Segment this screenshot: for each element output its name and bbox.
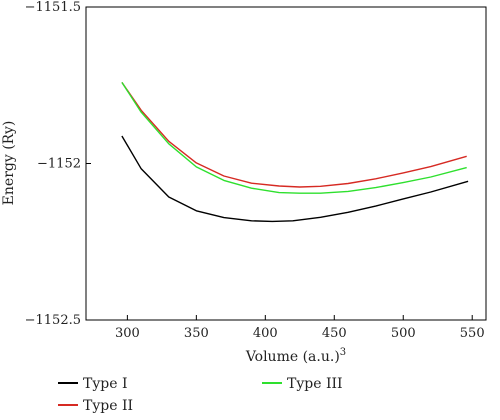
legend-item-type-i: Type I <box>58 376 127 392</box>
x-tick-label: 300 <box>115 326 140 341</box>
legend: Type I Type II Type III <box>58 376 343 414</box>
y-tick-label: −1152.5 <box>25 313 81 328</box>
x-tick-label: 500 <box>391 326 416 341</box>
legend-label: Type II <box>83 398 133 414</box>
series-line-type-iii <box>121 82 467 194</box>
x-tick-label: 550 <box>460 326 485 341</box>
x-axis-title: Volume (a.u.)3 <box>245 347 346 365</box>
plot-frame <box>85 6 487 321</box>
x-tick-label: 400 <box>253 326 278 341</box>
series-line-type-i <box>121 135 469 223</box>
y-axis-title: Energy (Ry) <box>1 121 17 206</box>
x-axis-title-text: Volume (a.u.) <box>245 349 340 365</box>
y-tick-label: −1151.5 <box>25 0 81 15</box>
x-tick-label: 350 <box>184 326 209 341</box>
legend-label: Type III <box>287 376 343 392</box>
legend-item-type-ii: Type II <box>58 398 133 414</box>
series-line-type-ii <box>121 82 467 188</box>
x-axis-title-superscript: 3 <box>340 347 346 358</box>
legend-item-type-iii: Type III <box>262 376 343 392</box>
legend-label: Type I <box>83 376 127 392</box>
y-tick-label: −1152 <box>37 157 81 172</box>
x-tick-label: 450 <box>322 326 347 341</box>
